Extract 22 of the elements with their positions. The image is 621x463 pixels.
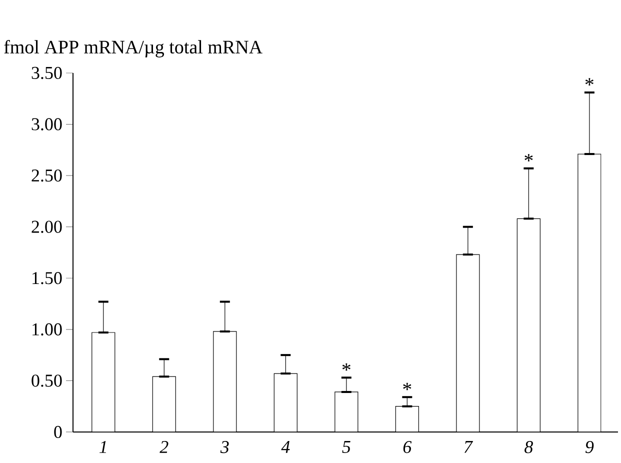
y-axis-title: fmol APP mRNA/µg total mRNA xyxy=(4,40,262,58)
x-tick-label: 4 xyxy=(281,441,290,453)
x-tick-label: 5 xyxy=(342,441,350,453)
x-tick-label: 8 xyxy=(524,441,533,454)
y-tick-label: 2.50 xyxy=(32,169,62,182)
y-tick-label: 3.50 xyxy=(32,66,62,80)
annotation: * xyxy=(524,154,533,162)
x-tick-label: 7 xyxy=(464,441,474,453)
annotation: * xyxy=(342,363,350,371)
annotation: * xyxy=(403,382,412,390)
x-tick-label: 1 xyxy=(100,441,106,453)
x-tick-label: 6 xyxy=(403,441,412,454)
annotation: * xyxy=(585,78,594,86)
x-tick-label: 2 xyxy=(160,441,168,453)
y-tick-label: 0.50 xyxy=(32,374,62,387)
y-tick-label: 1.00 xyxy=(32,323,62,336)
y-tick-label: 0 xyxy=(54,426,62,438)
y-tick-label: 2.00 xyxy=(32,220,62,233)
y-tick-label: 1.50 xyxy=(32,272,62,284)
y-tick-label: 3.00 xyxy=(32,118,62,130)
x-tick-label: 3 xyxy=(220,441,229,454)
x-tick-label: 9 xyxy=(585,441,594,454)
